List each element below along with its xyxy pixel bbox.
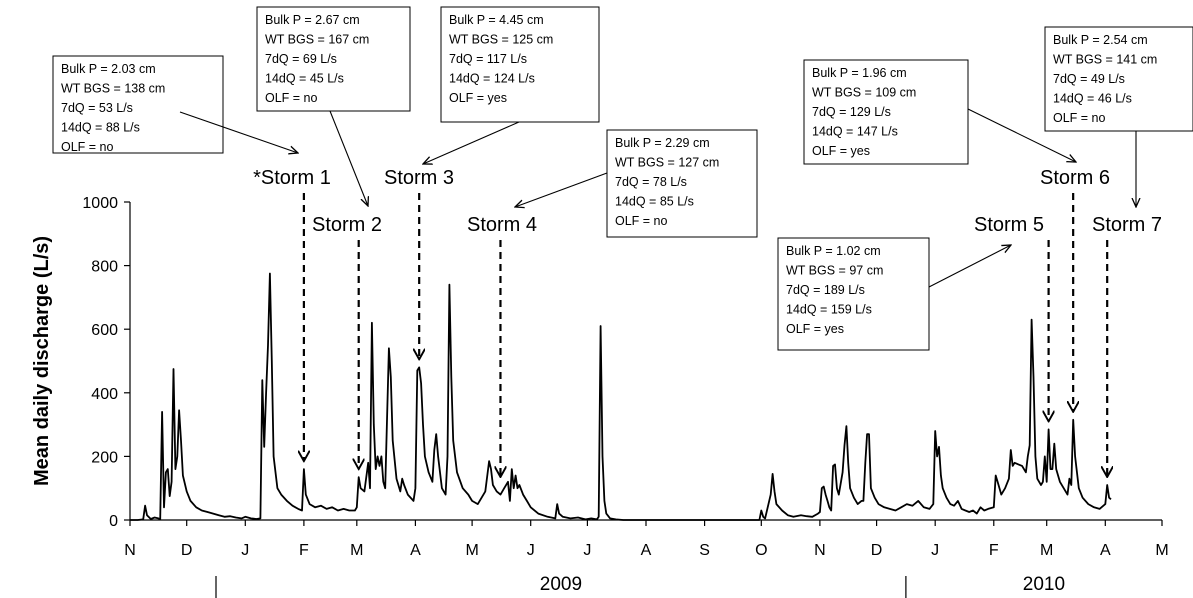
annotation-box: Bulk P = 2.03 cm WT BGS = 138 cm 7dQ = 53 … <box>52 55 298 154</box>
storm-label: Storm 4 <box>467 214 537 236</box>
annotation-line: OLF = no <box>265 91 318 105</box>
annotation-line: 7dQ = 78 L/s <box>615 175 687 189</box>
annotation-arrow <box>179 111 298 153</box>
storm-layer: *Storm 1 Storm 2 Storm 3 Storm 4 Storm 5 Stor… <box>253 167 1162 477</box>
annotation-line: 7dQ = 189 L/s <box>786 283 865 297</box>
annotation-box: Bulk P = 1.02 cm WT BGS = 97 cm 7dQ = 189 … <box>777 237 1011 351</box>
annotation-line: 7dQ = 49 L/s <box>1053 72 1125 86</box>
annotation-line: Bulk P = 2.67 cm <box>265 13 360 27</box>
annotation-line: WT BGS = 167 cm <box>265 33 369 47</box>
y-tick-label: 400 <box>91 386 118 403</box>
annotation-line: Bulk P = 1.96 cm <box>812 66 907 80</box>
storm-label: *Storm 1 <box>253 167 331 189</box>
storm-label: Storm 3 <box>384 167 454 189</box>
y-axis-title: Mean daily discharge (L/s) <box>31 236 53 486</box>
annotation-line: 14dQ = 159 L/s <box>786 303 872 317</box>
annotation-box: Bulk P = 2.54 cm WT BGS = 141 cm 7dQ = 49 … <box>1044 26 1193 207</box>
x-tick-label: M <box>350 542 363 559</box>
x-tick-label: A <box>410 542 421 559</box>
annotation-line: WT BGS = 141 cm <box>1053 53 1157 67</box>
annotation-line: OLF = no <box>615 214 668 228</box>
annotation-arrow <box>967 108 1076 162</box>
annotation-line: 7dQ = 69 L/s <box>265 52 337 66</box>
x-tick-label: F <box>989 542 999 559</box>
annotation-arrow <box>928 245 1011 288</box>
annotation-line: OLF = yes <box>786 322 844 336</box>
y-tick-label: 0 <box>109 513 118 530</box>
x-tick-label: J <box>241 542 249 559</box>
year-label: 2010 <box>1023 574 1065 595</box>
storm-label: Storm 2 <box>312 214 382 236</box>
x-tick-label: F <box>299 542 309 559</box>
annotation-line: OLF = yes <box>812 144 870 158</box>
annotation-line: 14dQ = 46 L/s <box>1053 92 1132 106</box>
axes: 0 200 400 600 800 1000 N D J F M A M J J A S O N D J F M A M 2009… <box>31 195 1169 598</box>
x-tick-label: N <box>814 542 826 559</box>
annotation-line: 14dQ = 88 L/s <box>61 121 140 135</box>
annotation-line: 7dQ = 53 L/s <box>61 101 133 115</box>
annotation-line: 14dQ = 45 L/s <box>265 72 344 86</box>
annotation-line: WT BGS = 97 cm <box>786 264 883 278</box>
x-tick-label: M <box>465 542 478 559</box>
y-tick-label: 1000 <box>82 195 118 212</box>
discharge-series-line <box>130 272 1112 521</box>
annotation-line: 14dQ = 124 L/s <box>449 72 535 86</box>
annotation-line: OLF = no <box>61 140 114 154</box>
y-tick-label: 800 <box>91 259 118 276</box>
storm-label: Storm 7 <box>1092 214 1162 236</box>
x-tick-label: M <box>1040 542 1053 559</box>
annotation-line: 14dQ = 147 L/s <box>812 125 898 139</box>
annotation-line: OLF = no <box>1053 111 1106 125</box>
annotation-box: Bulk P = 4.45 cm WT BGS = 125 cm 7dQ = 117… <box>423 6 600 164</box>
storm-label: Storm 5 <box>974 214 1044 236</box>
x-tick-label: M <box>1155 542 1168 559</box>
annotation-line: WT BGS = 125 cm <box>449 33 553 47</box>
annotation-box-frame <box>52 55 224 154</box>
annotation-line: 14dQ = 85 L/s <box>615 195 694 209</box>
x-tick-label: J <box>527 542 535 559</box>
x-tick-label: A <box>641 542 652 559</box>
x-tick-label: S <box>699 542 710 559</box>
series-layer <box>130 272 1112 521</box>
annotation-box-frame <box>1044 26 1193 132</box>
y-tick-label: 200 <box>91 449 118 466</box>
x-tick-label: J <box>583 542 591 559</box>
storm-label: Storm 6 <box>1040 167 1110 189</box>
annotation-box-frame <box>440 6 600 123</box>
annotation-box-frame <box>803 59 969 165</box>
annotation-line: Bulk P = 1.02 cm <box>786 244 881 258</box>
annotation-arrow <box>423 121 520 164</box>
annotation-box: Bulk P = 2.67 cm WT BGS = 167 cm 7dQ = 69 … <box>256 6 411 206</box>
annotation-line: Bulk P = 4.45 cm <box>449 13 544 27</box>
annotation-line: 7dQ = 117 L/s <box>449 52 527 66</box>
x-tick-label: D <box>181 542 193 559</box>
y-tick-label: 600 <box>91 322 118 339</box>
annotation-arrow <box>329 110 368 206</box>
x-tick-label: J <box>931 542 939 559</box>
x-tick-label: N <box>124 542 136 559</box>
x-tick-label: O <box>755 542 767 559</box>
annotation-arrow <box>515 172 608 207</box>
annotation-line: WT BGS = 138 cm <box>61 82 165 96</box>
annotation-box: Bulk P = 1.96 cm WT BGS = 109 cm 7dQ = 129… <box>803 59 1076 165</box>
annotation-layer: Bulk P = 2.03 cm WT BGS = 138 cm 7dQ = 53 … <box>52 6 1193 351</box>
annotation-box: Bulk P = 2.29 cm WT BGS = 127 cm 7dQ = 78 … <box>515 129 758 238</box>
annotation-line: WT BGS = 127 cm <box>615 156 719 170</box>
annotation-box-frame <box>777 237 930 351</box>
x-tick-label: D <box>871 542 883 559</box>
annotation-line: OLF = yes <box>449 91 507 105</box>
x-tick-label: A <box>1100 542 1111 559</box>
annotation-line: Bulk P = 2.03 cm <box>61 62 156 76</box>
annotation-box-frame <box>256 6 411 112</box>
annotation-line: 7dQ = 129 L/s <box>812 105 891 119</box>
annotation-box-frame <box>606 129 758 238</box>
annotation-line: Bulk P = 2.29 cm <box>615 136 710 150</box>
year-label: 2009 <box>540 574 582 595</box>
annotation-line: Bulk P = 2.54 cm <box>1053 33 1148 47</box>
annotation-line: WT BGS = 109 cm <box>812 86 916 100</box>
